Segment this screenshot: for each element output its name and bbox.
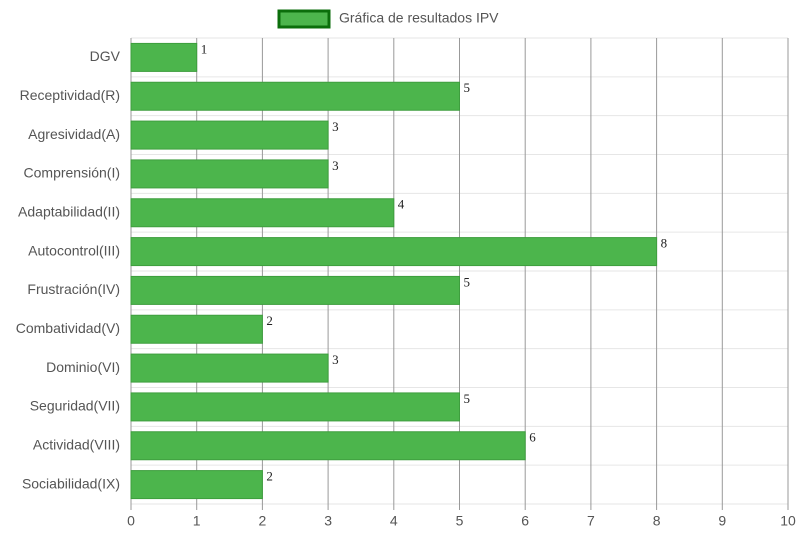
value-label: 3 [332,119,339,134]
bar [130,470,263,500]
y-tick-label: Agresividad(A) [28,126,120,142]
x-tick-label: 8 [653,513,661,529]
value-label: 5 [464,274,471,289]
y-tick-label: Adaptabilidad(II) [18,203,120,219]
x-tick-label: 2 [259,513,267,529]
bar [130,275,460,305]
bar [130,42,198,72]
y-tick-label: Comprensión(I) [24,165,120,181]
y-tick-label: Actividad(VIII) [33,436,120,452]
bar [130,159,329,189]
y-tick-label: DGV [90,48,121,64]
y-tick-label: Combatividad(V) [16,320,120,336]
bar [130,81,460,111]
value-label: 5 [464,391,471,406]
bar [130,431,526,461]
y-tick-label: Receptividad(R) [20,87,120,103]
x-tick-label: 9 [718,513,726,529]
x-tick-label: 4 [390,513,398,529]
legend-label: Gráfica de resultados IPV [339,10,499,26]
x-tick-label: 6 [521,513,529,529]
value-label: 8 [661,236,668,251]
y-tick-label: Autocontrol(III) [28,242,120,258]
value-label: 3 [332,352,339,367]
legend-swatch [277,9,331,29]
value-label: 5 [464,80,471,95]
bar [130,237,658,267]
x-tick-label: 0 [127,513,135,529]
value-label: 6 [529,430,536,445]
x-tick-label: 7 [587,513,595,529]
value-label: 3 [332,158,339,173]
value-label: 2 [266,313,273,328]
x-tick-label: 5 [456,513,464,529]
y-tick-label: Seguridad(VII) [30,398,120,414]
value-label: 2 [266,469,273,484]
x-tick-label: 1 [193,513,201,529]
bar [130,198,395,228]
value-label: 4 [398,197,405,212]
y-tick-label: Sociabilidad(IX) [22,475,120,491]
y-tick-label: Dominio(VI) [46,359,120,375]
bar [130,353,329,383]
bar [130,392,460,422]
value-label: 1 [201,41,208,56]
x-tick-label: 10 [780,513,796,529]
bar [130,314,263,344]
x-tick-label: 3 [324,513,332,529]
y-tick-label: Frustración(IV) [27,281,120,297]
bar [130,120,329,150]
